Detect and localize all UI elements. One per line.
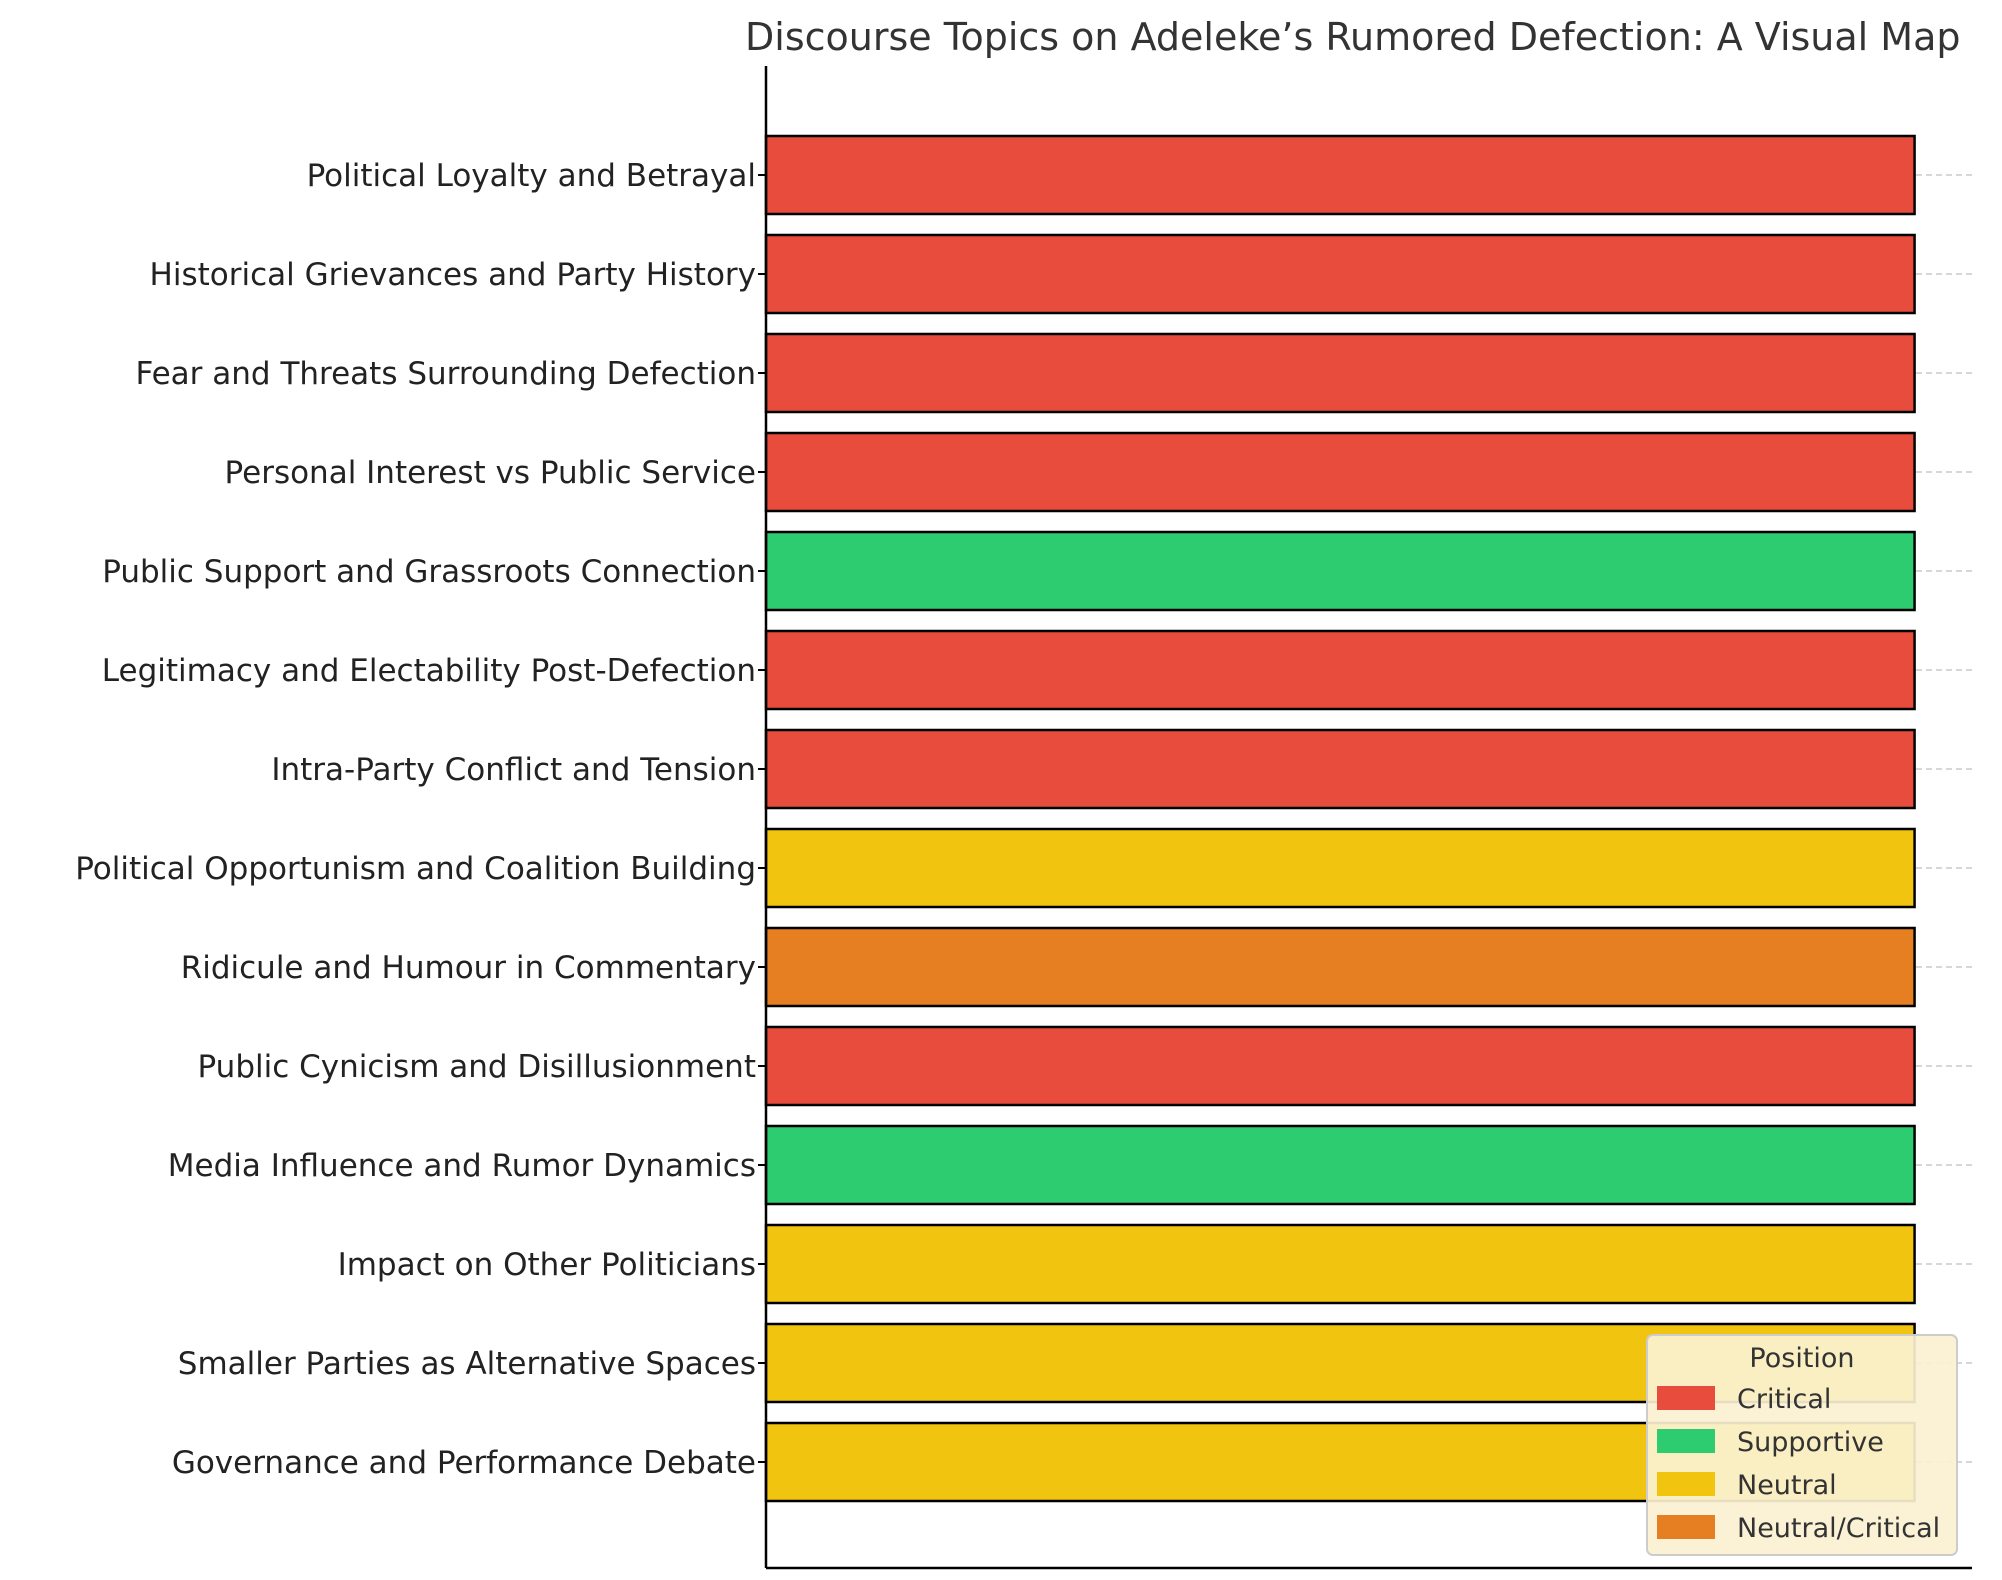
bar-8	[764, 926, 1916, 1008]
y-tick-label: Ridicule and Humour in Commentary	[181, 950, 756, 986]
legend-label: Neutral/Critical	[1737, 1513, 1940, 1544]
legend-swatch	[1657, 1429, 1715, 1453]
legend-label: Supportive	[1737, 1427, 1884, 1458]
legend-box	[1646, 1334, 1958, 1556]
bar-9	[764, 1025, 1916, 1107]
bar-2	[764, 332, 1916, 414]
y-tick-label: Political Loyalty and Betrayal	[307, 158, 756, 194]
bars	[764, 134, 1916, 1503]
y-tick-label: Impact on Other Politicians	[338, 1247, 756, 1283]
bar-5	[764, 629, 1916, 711]
bar-3	[764, 431, 1916, 513]
bar-1	[764, 233, 1916, 315]
bar-6	[764, 728, 1916, 810]
y-tick-label: Public Cynicism and Disillusionment	[198, 1049, 756, 1085]
y-tick-labels: Political Loyalty and Betrayal Historical…	[75, 158, 766, 1481]
bar-10	[764, 1124, 1916, 1206]
legend-label: Neutral	[1737, 1470, 1837, 1501]
y-tick-label: Media Influence and Rumor Dynamics	[168, 1148, 756, 1184]
y-tick-label: Public Support and Grassroots Connection	[102, 554, 756, 590]
bar-7	[764, 827, 1916, 909]
y-tick-label: Intra-Party Conflict and Tension	[271, 752, 756, 788]
y-tick-label: Historical Grievances and Party History	[150, 257, 756, 293]
legend-swatch	[1657, 1472, 1715, 1496]
y-tick-label: Governance and Performance Debate	[172, 1445, 756, 1481]
bar-4	[764, 530, 1916, 612]
y-tick-label: Legitimacy and Electability Post-Defecti…	[102, 653, 756, 689]
bar-11	[764, 1223, 1916, 1305]
y-tick-label: Personal Interest vs Public Service	[225, 455, 756, 491]
legend-swatch	[1657, 1386, 1715, 1410]
legend-swatch	[1657, 1515, 1715, 1539]
chart-title: Discourse Topics on Adeleke’s Rumored De…	[745, 15, 1961, 59]
y-tick-label: Political Opportunism and Coalition Buil…	[75, 851, 756, 887]
y-tick-label: Fear and Threats Surrounding Defection	[135, 356, 756, 392]
legend-title: Position	[1749, 1343, 1854, 1374]
legend-items: Critical Supportive Neutral Neutral/Critica…	[1657, 1384, 1940, 1544]
y-tick-label: Smaller Parties as Alternative Spaces	[178, 1346, 756, 1382]
legend-label: Critical	[1737, 1384, 1831, 1415]
bar-0	[764, 134, 1916, 216]
legend: Position Critical Supportive Neutral Neutra…	[1646, 1334, 1958, 1556]
